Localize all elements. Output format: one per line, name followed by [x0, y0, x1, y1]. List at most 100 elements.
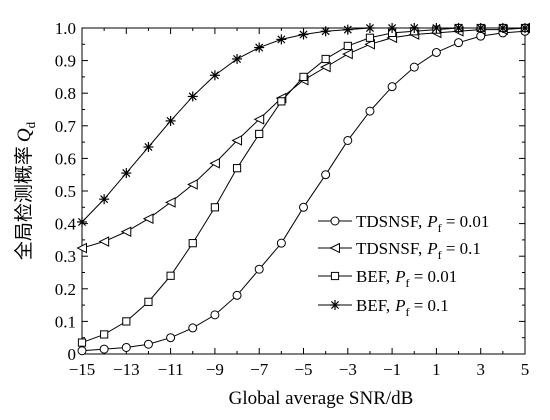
- x-tick-label: −11: [158, 360, 184, 379]
- star-stroke: [255, 43, 264, 52]
- star-stroke: [166, 116, 175, 125]
- star-stroke: [343, 25, 352, 34]
- legend-label-value: = 0.1: [409, 296, 448, 315]
- star-stroke: [277, 35, 286, 44]
- y-tick-label: 1.0: [55, 19, 76, 38]
- data-point: [387, 23, 398, 33]
- data-point: [187, 91, 198, 102]
- x-tick-label: 3: [476, 360, 485, 379]
- star-stroke: [388, 23, 397, 33]
- y-tick-label: 0.6: [55, 149, 76, 168]
- legend-label: TDSNSF, Pf = 0.01: [356, 212, 489, 235]
- data-point: [454, 38, 464, 48]
- star-stroke: [476, 23, 485, 33]
- data-point: [497, 23, 508, 33]
- data-point: [299, 72, 308, 82]
- data-point: [276, 238, 286, 248]
- x-tick-label: −1: [383, 360, 401, 379]
- data-point: [475, 23, 486, 33]
- star-stroke: [299, 30, 308, 39]
- data-point: [210, 310, 220, 320]
- legend-label-name: TDSNSF,: [356, 212, 422, 231]
- data-point: [364, 23, 375, 33]
- y-tick-label: 0.1: [55, 312, 76, 331]
- legend-marker: [329, 242, 340, 254]
- data-point: [120, 226, 132, 238]
- star-stroke: [498, 23, 507, 33]
- y-tick-label: 0.3: [55, 247, 76, 266]
- data-point: [164, 197, 176, 208]
- legend-label-value: = 0.01: [442, 212, 490, 231]
- data-point: [364, 38, 375, 50]
- x-tick-label: −3: [339, 360, 357, 379]
- data-point: [298, 29, 309, 40]
- data-point: [188, 323, 198, 333]
- y-tick-label: 0.9: [55, 52, 76, 71]
- star-stroke: [77, 217, 87, 226]
- data-point: [342, 24, 353, 35]
- series-3: [77, 23, 530, 347]
- legend-label-sub: f: [438, 221, 442, 235]
- star-stroke: [321, 27, 330, 36]
- y-tick-label: 0.4: [55, 215, 77, 234]
- star-stroke: [210, 71, 219, 80]
- data-point: [100, 330, 109, 339]
- data-point: [277, 97, 286, 106]
- data-point: [77, 338, 87, 347]
- x-tick-label: 5: [521, 360, 530, 379]
- data-point: [209, 70, 220, 81]
- legend-label-sub: f: [438, 248, 442, 262]
- data-point: [209, 157, 220, 169]
- y-tick-label: 0: [68, 345, 77, 364]
- data-point: [343, 41, 352, 51]
- data-point: [431, 23, 442, 33]
- data-point: [77, 216, 87, 227]
- legend-label-var: P: [426, 239, 437, 258]
- star-stroke: [188, 92, 197, 101]
- data-point: [321, 54, 330, 64]
- legend-marker: [330, 216, 340, 226]
- data-point: [122, 317, 131, 326]
- data-point: [143, 141, 154, 152]
- y-tick-label: 0.8: [55, 84, 76, 103]
- star-stroke: [432, 23, 441, 33]
- legend-label-name: BEF,: [356, 296, 390, 315]
- data-point: [409, 23, 420, 33]
- data-point: [276, 34, 287, 45]
- data-point: [453, 23, 464, 33]
- star-stroke: [454, 23, 463, 33]
- legend-item-4: BEF, Pf = 0.1: [318, 296, 449, 319]
- data-point: [321, 170, 331, 180]
- y-axis-label: 全局检测概率 Qd: [13, 121, 38, 260]
- y-tick-label: 0.7: [55, 117, 77, 136]
- legend-label: BEF, Pf = 0.1: [356, 296, 449, 319]
- data-point: [431, 47, 441, 57]
- data-point: [121, 168, 132, 179]
- series-4: [77, 23, 530, 227]
- star-stroke: [100, 195, 109, 204]
- data-point: [253, 113, 265, 125]
- data-point: [187, 179, 198, 190]
- data-point: [232, 164, 242, 173]
- legend-item-3: BEF, Pf = 0.01: [318, 267, 457, 290]
- legend-label-sub: f: [405, 305, 409, 319]
- data-point: [342, 48, 353, 60]
- star-stroke: [330, 300, 340, 310]
- legend-label-name: BEF,: [356, 267, 390, 286]
- x-tick-label: −7: [250, 360, 269, 379]
- data-point: [254, 42, 265, 53]
- data-point: [409, 62, 419, 72]
- x-tick-label: −5: [294, 360, 312, 379]
- data-point: [254, 264, 264, 274]
- data-point: [142, 213, 154, 225]
- data-point: [144, 297, 153, 306]
- data-point: [77, 346, 87, 356]
- data-point: [76, 242, 87, 254]
- star-stroke: [410, 23, 419, 33]
- data-point: [232, 53, 243, 64]
- star-stroke: [144, 142, 153, 152]
- x-tick-label: −15: [69, 360, 96, 379]
- data-point: [343, 135, 353, 145]
